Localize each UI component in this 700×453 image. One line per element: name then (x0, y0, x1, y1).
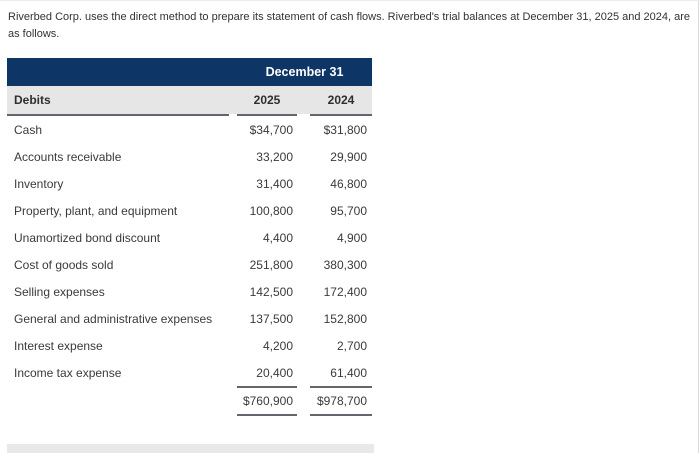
value-2025: 20,400 (256, 365, 293, 380)
row-label: Interest expense (14, 338, 103, 353)
table-row: Cash $34,700 $31,800 (7, 116, 372, 143)
rule-spacer (7, 414, 229, 416)
row-label: Unamortized bond discount (14, 230, 161, 245)
rule-below-total-2025 (237, 414, 297, 416)
row-label: Property, plant, and equipment (14, 203, 178, 218)
row-label: Inventory (14, 176, 64, 191)
page-right-border (698, 1, 699, 453)
column-header-2024: 2024 (327, 93, 355, 107)
value-2025: 31,400 (256, 176, 293, 191)
rule-gap (297, 114, 310, 116)
table-row: Inventory 31,400 46,800 (7, 170, 372, 197)
rule-gap (297, 386, 310, 388)
value-2024: 172,400 (323, 284, 367, 299)
total-2025: $760,900 (242, 394, 293, 408)
rule-under-debits (7, 114, 229, 116)
table-row: Cost of goods sold 251,800 380,300 (7, 251, 372, 278)
value-2024: 4,900 (336, 230, 367, 245)
table-body: Cash $34,700 $31,800 Accounts receivable 33,… (7, 116, 372, 386)
rule-spacer (7, 386, 229, 388)
value-2025: $34,700 (249, 122, 293, 137)
total-2024: $978,700 (316, 394, 367, 408)
table-row: Accounts receivable 33,200 29,900 (7, 143, 372, 170)
banner-title: December 31 (265, 65, 344, 79)
table-row: Selling expenses 142,500 172,400 (7, 278, 372, 305)
table-row: Interest expense 4,200 2,700 (7, 332, 372, 359)
column-header-2025: 2025 (253, 93, 281, 107)
row-label: Accounts receivable (14, 149, 122, 164)
table-row: Property, plant, and equipment 100,800 95,… (7, 197, 372, 224)
december-31-banner: December 31 (7, 58, 372, 86)
rule-above-total-2025 (237, 386, 297, 388)
row-label: Cash (14, 122, 43, 137)
header-underline (7, 114, 372, 116)
table-row: Income tax expense 20,400 61,400 (7, 359, 372, 386)
value-2025: 4,200 (262, 338, 293, 353)
row-label: Selling expenses (14, 284, 105, 299)
pre-total-rule (7, 386, 372, 388)
row-label: Cost of goods sold (14, 257, 114, 272)
value-2024: 29,900 (330, 149, 367, 164)
value-2025: 4,400 (262, 230, 293, 245)
value-2025: 142,500 (249, 284, 293, 299)
table-row: Unamortized bond discount 4,400 4,900 (7, 224, 372, 251)
table-row: General and administrative expenses 137,5… (7, 305, 372, 332)
rule-above-total-2024 (310, 386, 372, 388)
rule-below-total-2024 (310, 414, 372, 416)
value-2025: 33,200 (256, 149, 293, 164)
value-2024: 380,300 (323, 257, 367, 272)
table-header-row: Debits 2025 2024 (7, 86, 372, 114)
value-2024: 2,700 (336, 338, 367, 353)
total-underline (7, 414, 372, 416)
problem-intro-text: Riverbed Corp. uses the direct method to… (8, 11, 691, 40)
totals-row: $760,900 $978,700 (7, 388, 372, 414)
value-2024: 61,400 (330, 365, 367, 380)
next-section-top-edge (7, 444, 374, 453)
column-header-debits: Debits (14, 93, 51, 107)
value-2024: 95,700 (330, 203, 367, 218)
rule-under-2025 (237, 114, 297, 116)
row-label: General and administrative expenses (14, 311, 213, 326)
value-2024: 152,800 (323, 311, 367, 326)
value-2025: 137,500 (249, 311, 293, 326)
value-2024: 46,800 (330, 176, 367, 191)
value-2025: 100,800 (249, 203, 293, 218)
row-label: Income tax expense (14, 365, 122, 380)
rule-gap (297, 414, 310, 416)
rule-under-2024 (310, 114, 372, 116)
value-2024: $31,800 (323, 122, 367, 137)
trial-balance-table: December 31 Debits 2025 2024 Cash $34,700… (7, 58, 372, 416)
value-2025: 251,800 (249, 257, 293, 272)
